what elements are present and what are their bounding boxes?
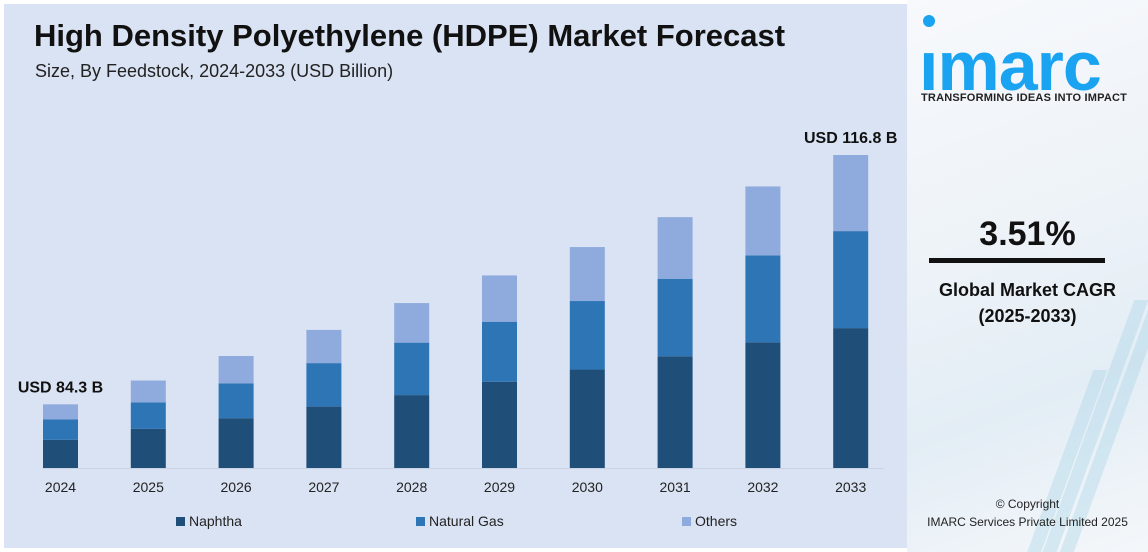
- x-tick-label: 2025: [133, 479, 164, 495]
- x-tick-label: 2024: [45, 479, 76, 495]
- bar-others-2030: [569, 247, 605, 302]
- legend-swatch: [176, 516, 185, 526]
- bar-naphtha-2028: [394, 395, 430, 468]
- data-label: USD 84.3 B: [18, 379, 103, 396]
- bar-naphtha-2029: [482, 381, 517, 468]
- bar-others-2033: [833, 155, 869, 232]
- copyright-line2: IMARC Services Private Limited 2025: [927, 515, 1128, 529]
- x-tick-label: 2026: [221, 479, 252, 495]
- x-tick-label: 2032: [747, 479, 778, 495]
- x-tick-label: 2027: [308, 479, 339, 495]
- bar-natural-gas-2027: [306, 363, 342, 407]
- bar-natural-gas-2032: [745, 255, 781, 343]
- bar-naphtha-2030: [569, 369, 605, 468]
- cagr-value: 3.51%: [979, 215, 1076, 253]
- chart-subtitle: Size, By Feedstock, 2024-2033 (USD Billi…: [35, 61, 394, 81]
- x-tick-label: 2028: [396, 479, 427, 495]
- bar-naphtha-2031: [657, 356, 693, 468]
- bar-natural-gas-2024: [43, 419, 78, 440]
- copyright-line1: © Copyright: [995, 497, 1060, 511]
- bar-chart: 2024 USD 84.3 B 2025 2026 2027 2028 2029 2030 20…: [18, 130, 898, 495]
- bar-others-2028: [394, 303, 430, 343]
- bar-natural-gas-2030: [569, 301, 605, 370]
- cagr-label-text: Global Market CAGR: [938, 280, 1117, 300]
- bar-naphtha-2025: [130, 428, 166, 468]
- legend-label: Others: [695, 513, 738, 529]
- bar-others-2025: [130, 380, 166, 403]
- bar-naphtha-2024: [43, 439, 78, 468]
- legend-item-naphtha: Naphtha: [176, 513, 242, 529]
- x-tick-label: 2031: [660, 479, 691, 495]
- bar-naphtha-2033: [833, 328, 869, 468]
- copyright: © Copyright IMARC Services Private Limit…: [907, 495, 1148, 531]
- brand-panel: ımarc TRANSFORMING IDEAS INTO IMPACT 3.5…: [907, 0, 1148, 552]
- bar-naphtha-2032: [745, 342, 781, 468]
- chart-title: High Density Polyethylene (HDPE) Market …: [34, 18, 786, 53]
- x-tick-label: 2033: [835, 479, 866, 495]
- bar-others-2027: [306, 329, 342, 364]
- bar-others-2024: [43, 404, 78, 420]
- imarc-logo: ımarc: [919, 15, 1102, 92]
- cagr-label: Global Market CAGR (2025-2033): [907, 277, 1148, 329]
- legend-swatch: [416, 516, 425, 526]
- bar-natural-gas-2033: [833, 231, 869, 329]
- bar-others-2031: [657, 217, 693, 279]
- bar-natural-gas-2025: [130, 402, 166, 429]
- divider: [929, 258, 1105, 263]
- legend-label: Natural Gas: [429, 513, 504, 529]
- bar-naphtha-2026: [218, 418, 254, 468]
- bar-natural-gas-2028: [394, 342, 430, 396]
- cagr-period: (2025-2033): [978, 306, 1077, 326]
- legend-swatch: [682, 516, 691, 526]
- data-label: USD 116.8 B: [804, 130, 897, 147]
- legend-label: Naphtha: [189, 513, 242, 529]
- bar-naphtha-2027: [306, 406, 342, 468]
- bar-others-2026: [218, 355, 254, 384]
- bar-natural-gas-2029: [482, 321, 517, 382]
- bar-others-2029: [482, 275, 517, 322]
- legend-item-natural-gas: Natural Gas: [416, 513, 504, 529]
- legend-item-others: Others: [682, 513, 737, 529]
- x-tick-label: 2029: [484, 479, 515, 495]
- bar-natural-gas-2031: [657, 278, 693, 357]
- chart-panel: High Density Polyethylene (HDPE) Market …: [4, 4, 907, 548]
- x-tick-label: 2030: [572, 479, 603, 495]
- bar-others-2032: [745, 186, 781, 256]
- tagline: TRANSFORMING IDEAS INTO IMPACT: [921, 92, 1128, 104]
- svg-text:ımarc: ımarc: [919, 27, 1101, 92]
- bar-natural-gas-2026: [218, 383, 254, 419]
